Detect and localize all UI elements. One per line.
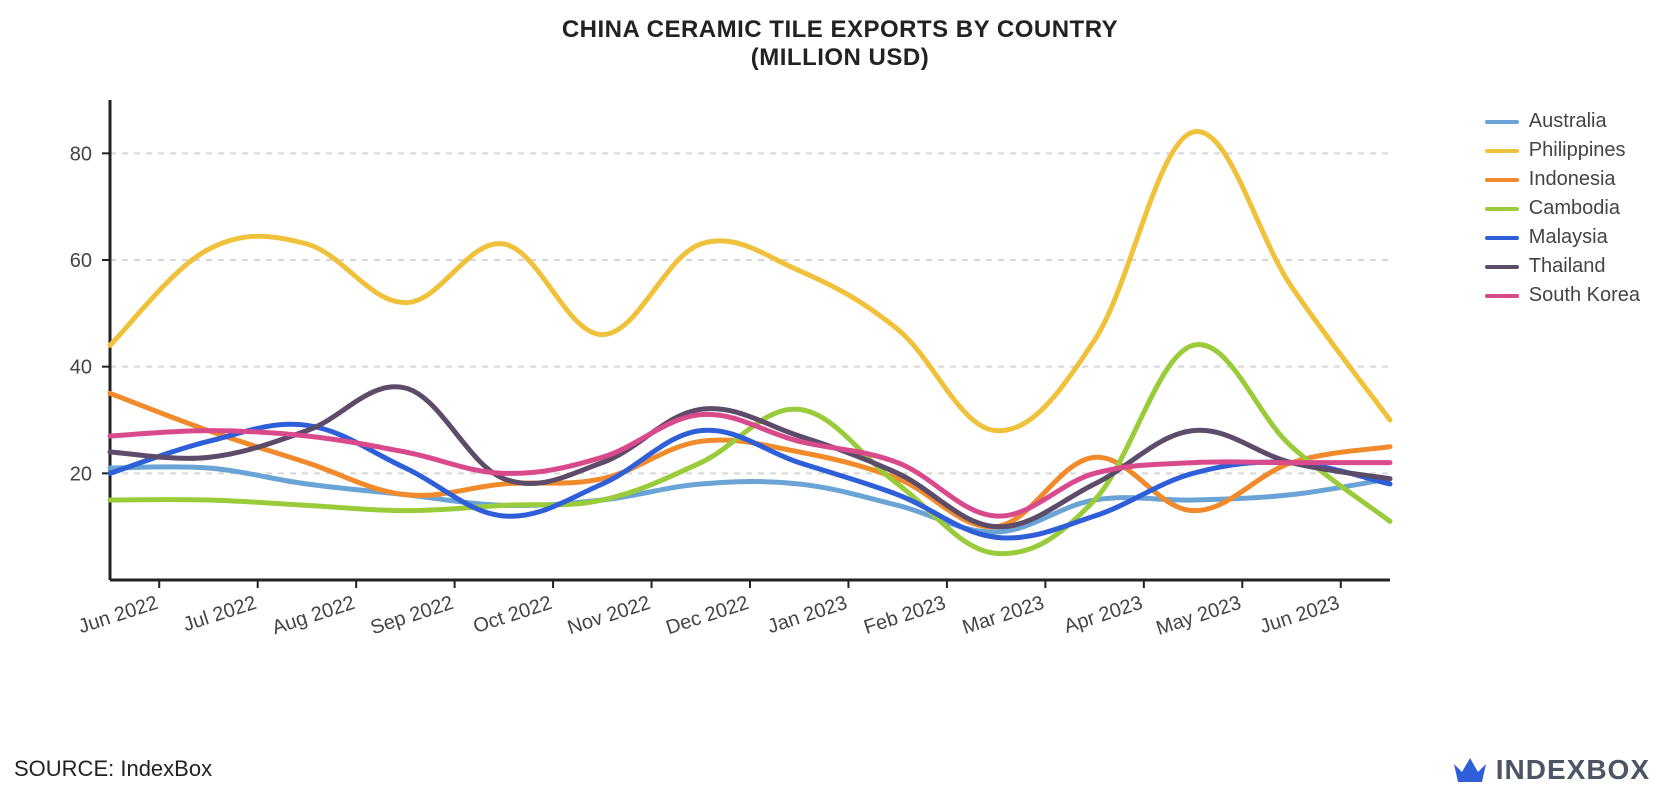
legend-item: Australia [1485, 110, 1640, 133]
legend-label: Malaysia [1529, 226, 1608, 249]
legend-swatch [1485, 120, 1519, 124]
legend-item: Thailand [1485, 255, 1640, 278]
svg-text:80: 80 [70, 143, 92, 165]
series-line [110, 345, 1390, 554]
svg-text:Jul 2022: Jul 2022 [181, 592, 260, 636]
crown-icon [1452, 754, 1488, 786]
legend-swatch [1485, 178, 1519, 182]
legend-item: Cambodia [1485, 197, 1640, 220]
svg-text:Jun 2022: Jun 2022 [76, 592, 161, 638]
chart-area: 20 40 60 80 Jun 2022 Jul 2022Aug 2022Sep 2022… [30, 90, 1650, 690]
svg-text:60: 60 [70, 250, 92, 272]
legend-item: Malaysia [1485, 226, 1640, 249]
brand-logo: INDEXBOX [1452, 754, 1650, 786]
legend-label: Thailand [1529, 255, 1606, 278]
legend-label: South Korea [1529, 284, 1640, 307]
svg-text:Apr 2023: Apr 2023 [1061, 592, 1145, 638]
legend-label: Australia [1529, 110, 1607, 133]
source-text: SOURCE: IndexBox [14, 756, 212, 782]
legend-swatch [1485, 207, 1519, 211]
legend-item: Philippines [1485, 139, 1640, 162]
svg-text:Sep 2022: Sep 2022 [368, 592, 456, 639]
svg-text:Jun 2023: Jun 2023 [1257, 592, 1342, 638]
legend-swatch [1485, 265, 1519, 269]
legend-label: Indonesia [1529, 168, 1616, 191]
legend: Australia Philippines Indonesia Cambodia Mal… [1485, 110, 1640, 313]
svg-text:40: 40 [70, 357, 92, 379]
legend-swatch [1485, 236, 1519, 240]
svg-text:Aug 2022: Aug 2022 [269, 592, 357, 639]
title-line-1: CHINA CERAMIC TILE EXPORTS BY COUNTRY [562, 16, 1118, 43]
series-line [110, 467, 1390, 532]
svg-text:Mar 2023: Mar 2023 [960, 592, 1047, 639]
svg-text:Nov 2022: Nov 2022 [565, 592, 653, 639]
legend-swatch [1485, 294, 1519, 298]
svg-text:Feb 2023: Feb 2023 [861, 592, 948, 639]
svg-text:20: 20 [70, 463, 92, 485]
svg-text:Oct 2022: Oct 2022 [471, 592, 555, 638]
svg-text:May 2023: May 2023 [1154, 592, 1244, 640]
svg-text:Jan 2023: Jan 2023 [765, 592, 850, 638]
svg-text:Dec 2022: Dec 2022 [663, 592, 751, 639]
legend-item: Indonesia [1485, 168, 1640, 191]
title-line-2: (MILLION USD) [751, 44, 929, 71]
brand-text: INDEXBOX [1496, 754, 1650, 786]
legend-label: Philippines [1529, 139, 1626, 162]
legend-swatch [1485, 149, 1519, 153]
legend-label: Cambodia [1529, 197, 1620, 220]
series-line [110, 131, 1390, 430]
legend-item: South Korea [1485, 284, 1640, 307]
chart-title: CHINA CERAMIC TILE EXPORTS BY COUNTRY (M… [0, 0, 1680, 72]
